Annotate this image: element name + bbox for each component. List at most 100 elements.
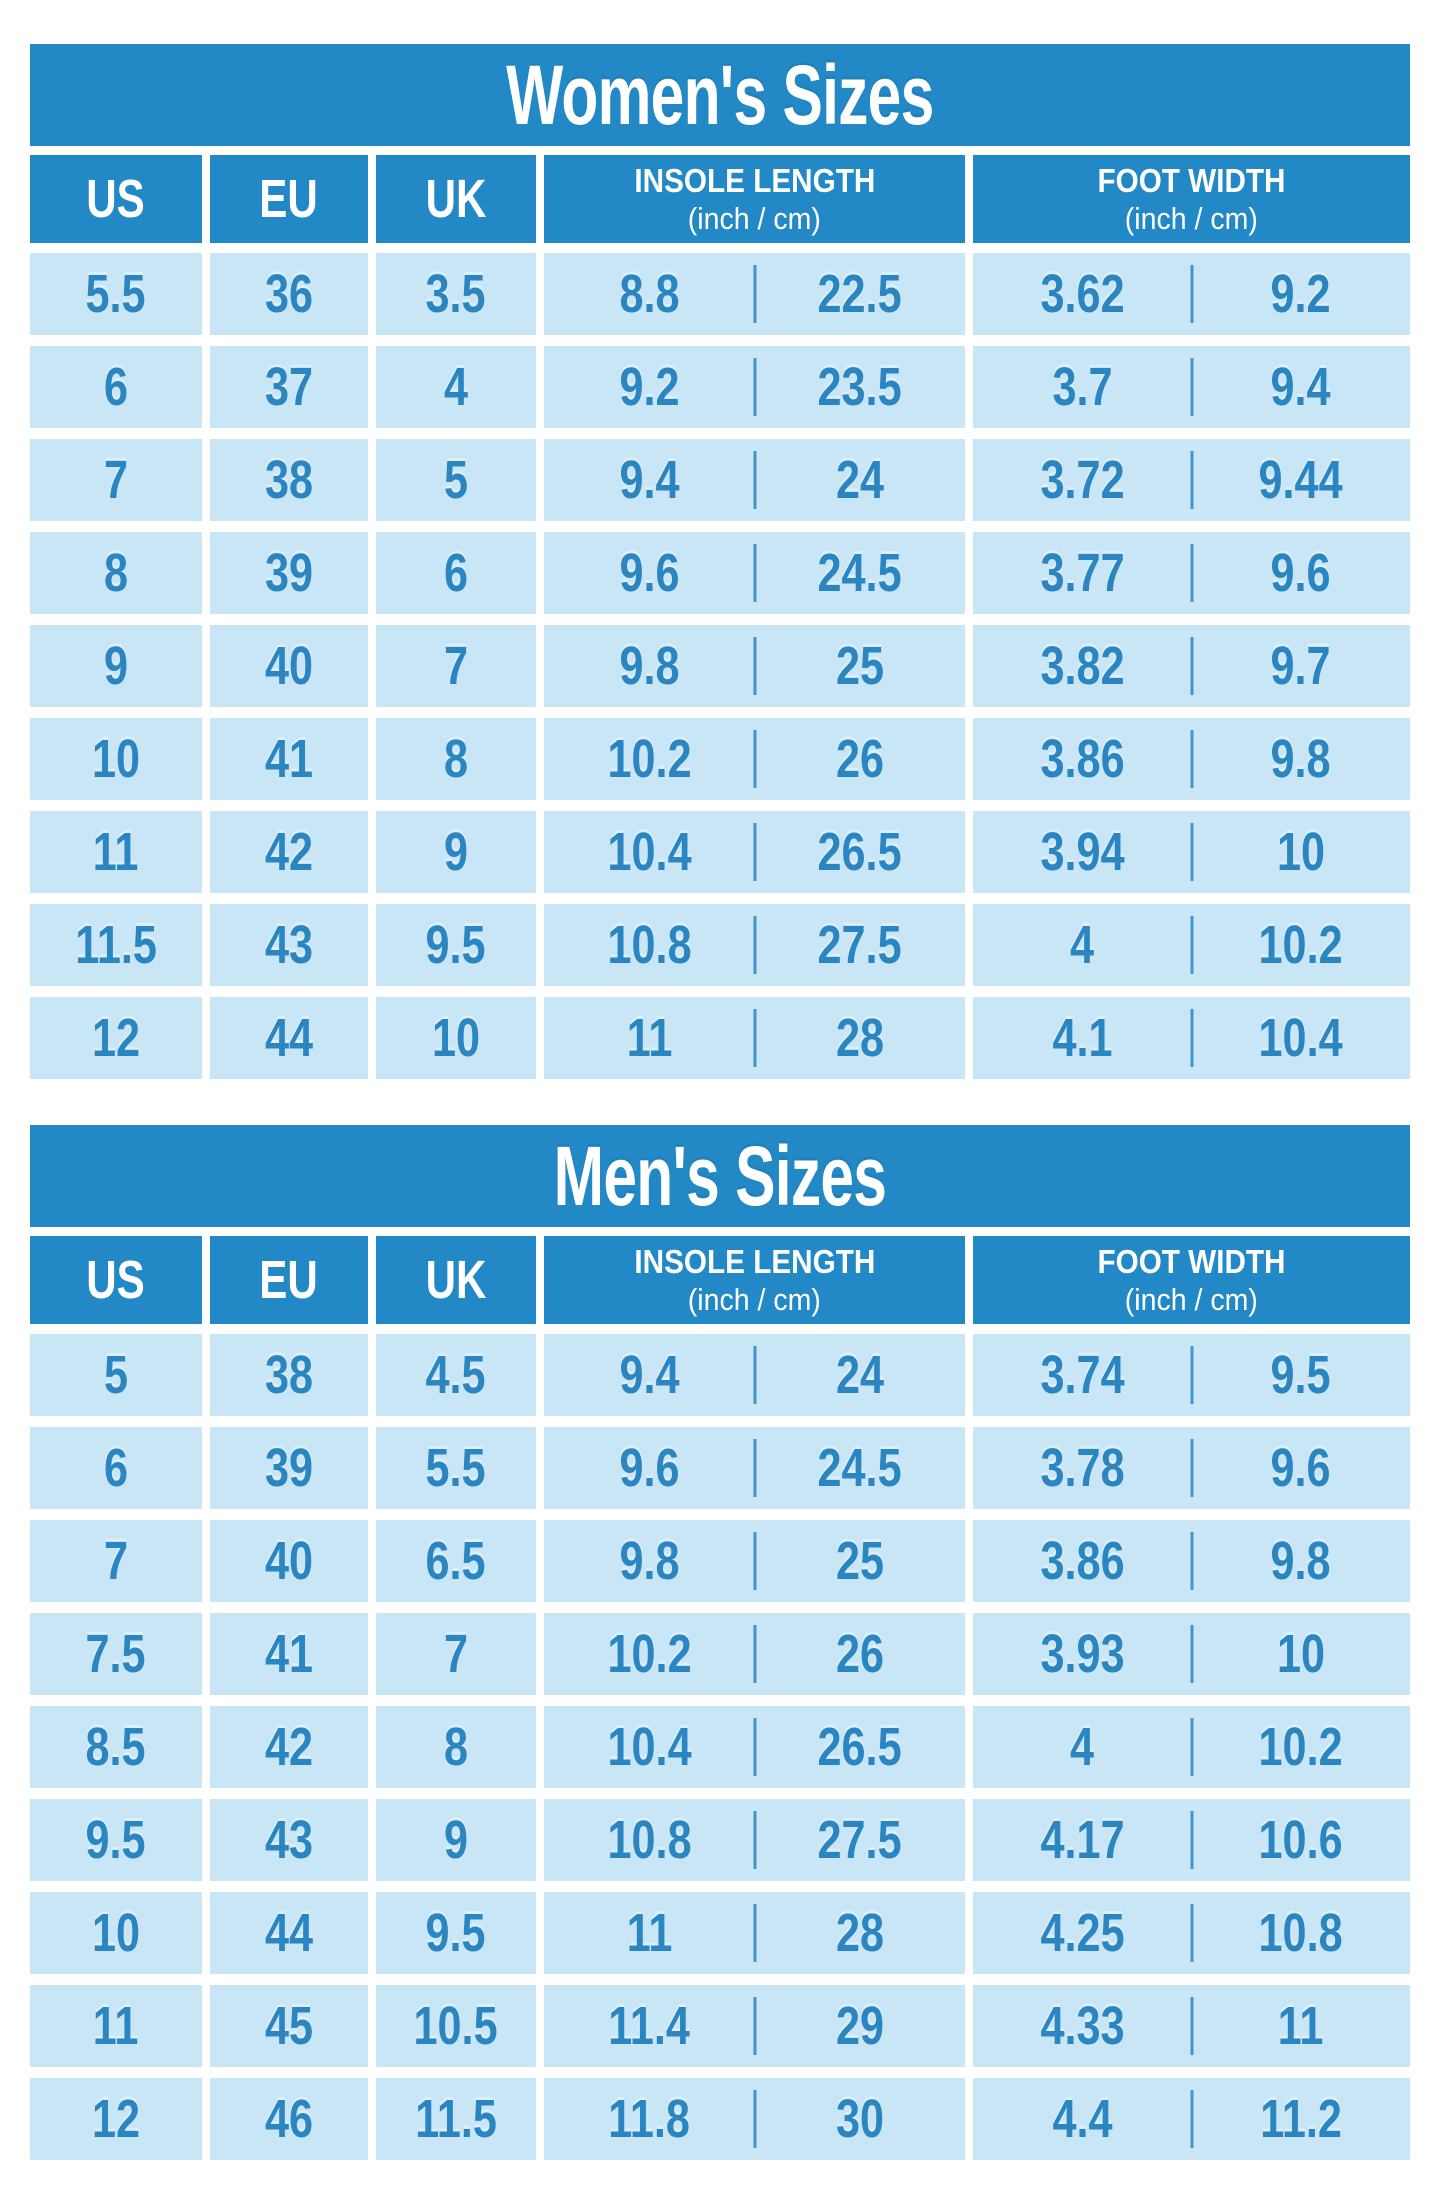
insole-cm-half: 26.5 <box>755 825 966 879</box>
inch-cm-divider <box>1190 451 1193 509</box>
header-foot-width: FOOT WIDTH (inch / cm) <box>973 1236 1410 1324</box>
eu-size-cell: 36 <box>210 253 368 335</box>
width-cm-half: 9.8 <box>1192 1534 1411 1588</box>
uk-size-cell: 9 <box>376 811 536 893</box>
foot-width-cell: 3.62 9.2 <box>973 253 1410 335</box>
eu-size-cell: 39 <box>210 532 368 614</box>
foot-width-cell: 3.7 9.4 <box>973 346 1410 428</box>
width-cm-half: 10.2 <box>1192 1720 1411 1774</box>
header-us: US <box>30 155 202 243</box>
us-size-value: 11 <box>93 822 139 882</box>
insole-cm-value: 24.5 <box>817 543 902 603</box>
inch-cm-divider <box>753 358 756 416</box>
insole-cm-half: 28 <box>755 1011 966 1065</box>
insole-inch-half: 10.8 <box>544 1813 755 1867</box>
womens-table-rows: 5.5 36 3.5 8.8 22.5 3.62 9.2 <box>30 253 1410 1079</box>
insole-inch-half: 9.4 <box>544 453 755 507</box>
insole-cm-half: 24 <box>755 453 966 507</box>
foot-width-cell: 3.94 10 <box>973 811 1410 893</box>
width-cm-value: 10.2 <box>1258 915 1343 975</box>
width-inch-value: 3.72 <box>1040 450 1125 510</box>
insole-cm-value: 24.5 <box>817 1438 902 1498</box>
width-cm-value: 9.2 <box>1270 264 1331 324</box>
us-size-cell: 11.5 <box>30 904 202 986</box>
insole-cm-value: 25 <box>835 1531 884 1591</box>
width-inch-value: 3.86 <box>1040 729 1125 789</box>
insole-cm-value: 30 <box>835 2089 884 2149</box>
inch-cm-divider <box>1190 1346 1193 1404</box>
us-size-cell: 12 <box>30 997 202 1079</box>
us-size-cell: 7 <box>30 1520 202 1602</box>
eu-size-cell: 38 <box>210 1334 368 1416</box>
width-cm-value: 10.6 <box>1258 1810 1343 1870</box>
us-size-value: 10 <box>91 1903 141 1963</box>
header-eu: EU <box>210 155 368 243</box>
uk-size-cell: 11.5 <box>376 2078 536 2160</box>
width-cm-value: 9.4 <box>1270 357 1331 417</box>
uk-size-value: 11.5 <box>415 2089 497 2149</box>
inch-cm-divider <box>753 1009 756 1067</box>
insole-cm-half: 29 <box>755 1999 966 2053</box>
width-inch-half: 4.4 <box>973 2092 1192 2146</box>
insole-inch-value: 9.4 <box>619 450 680 510</box>
mens-table-header-row: US EU UK INSOLE LENGTH (inch / cm) FOOT … <box>30 1236 1410 1324</box>
header-foot-width: FOOT WIDTH (inch / cm) <box>973 155 1410 243</box>
table-row: 7.5 41 7 10.2 26 3.93 10 <box>30 1613 1410 1695</box>
uk-size-value: 6 <box>443 543 469 603</box>
table-row: 10 41 8 10.2 26 3.86 9.8 <box>30 718 1410 800</box>
uk-size-value: 8 <box>443 729 469 789</box>
width-cm-half: 9.7 <box>1192 639 1411 693</box>
insole-cm-half: 23.5 <box>755 360 966 414</box>
inch-cm-divider <box>1190 2090 1193 2148</box>
insole-cm-value: 24 <box>835 1345 884 1405</box>
width-inch-value: 4.1 <box>1052 1008 1113 1068</box>
insole-inch-value: 9.8 <box>619 636 680 696</box>
insole-inch-half: 9.2 <box>544 360 755 414</box>
width-inch-half: 3.94 <box>973 825 1192 879</box>
width-inch-half: 4.33 <box>973 1999 1192 2053</box>
width-inch-value: 3.74 <box>1040 1345 1125 1405</box>
width-inch-half: 3.77 <box>973 546 1192 600</box>
table-row: 5 38 4.5 9.4 24 3.74 9.5 <box>30 1334 1410 1416</box>
insole-inch-half: 11.4 <box>544 1999 755 2053</box>
width-inch-half: 3.62 <box>973 267 1192 321</box>
uk-size-value: 5.5 <box>425 1438 487 1498</box>
us-size-value: 12 <box>91 2089 141 2149</box>
inch-cm-divider <box>1190 637 1193 695</box>
us-size-cell: 5 <box>30 1334 202 1416</box>
insole-cm-value: 28 <box>835 1008 884 1068</box>
width-cm-value: 9.7 <box>1270 636 1331 696</box>
width-inch-half: 4.25 <box>973 1906 1192 1960</box>
inch-cm-divider <box>1190 1532 1193 1590</box>
uk-size-value: 8 <box>443 1717 469 1777</box>
uk-size-value: 9 <box>443 1810 469 1870</box>
uk-size-value: 6.5 <box>425 1531 487 1591</box>
inch-cm-divider <box>753 544 756 602</box>
insole-cm-value: 23.5 <box>817 357 902 417</box>
foot-width-cell: 4.4 11.2 <box>973 2078 1410 2160</box>
eu-size-value: 41 <box>264 729 314 789</box>
insole-inch-value: 9.6 <box>619 1438 680 1498</box>
width-cm-value: 9.6 <box>1270 543 1331 603</box>
width-cm-half: 9.4 <box>1192 360 1411 414</box>
insole-length-cell: 9.2 23.5 <box>544 346 965 428</box>
width-cm-half: 10 <box>1192 825 1411 879</box>
insole-length-cell: 9.6 24.5 <box>544 532 965 614</box>
us-size-cell: 8 <box>30 532 202 614</box>
insole-cm-half: 24 <box>755 1348 966 1402</box>
width-inch-value: 3.86 <box>1040 1531 1125 1591</box>
insole-length-cell: 10.8 27.5 <box>544 1799 965 1881</box>
uk-size-cell: 6.5 <box>376 1520 536 1602</box>
insole-inch-half: 9.4 <box>544 1348 755 1402</box>
uk-size-value: 3.5 <box>425 264 487 324</box>
inch-cm-divider <box>753 823 756 881</box>
inch-cm-divider <box>753 916 756 974</box>
insole-inch-half: 10.2 <box>544 732 755 786</box>
insole-inch-value: 11.4 <box>608 1996 691 2056</box>
inch-cm-divider <box>753 1439 756 1497</box>
eu-size-value: 43 <box>264 915 314 975</box>
eu-size-cell: 44 <box>210 997 368 1079</box>
womens-table-header-row: US EU UK INSOLE LENGTH (inch / cm) FOOT … <box>30 155 1410 243</box>
eu-size-value: 46 <box>264 2089 314 2149</box>
insole-length-cell: 9.8 25 <box>544 1520 965 1602</box>
